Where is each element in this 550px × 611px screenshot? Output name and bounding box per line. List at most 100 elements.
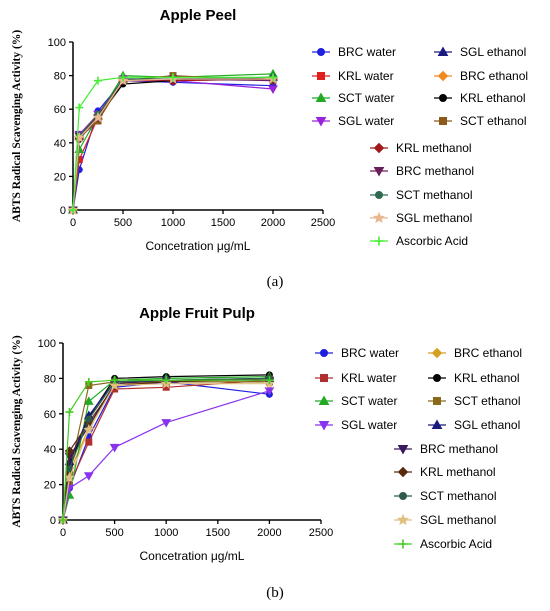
data-point	[269, 73, 277, 82]
series-ascorbic-acid	[59, 376, 274, 524]
legend: BRC water KRL water SCT water SGL water BRC …	[315, 346, 522, 551]
chart-title: Apple Peel	[160, 7, 237, 24]
legend-marker	[433, 397, 441, 405]
series-sgl-water	[58, 387, 275, 526]
series-krl-methanol	[58, 373, 275, 525]
series-krl-ethanol	[59, 371, 273, 524]
y-tick-label: 40	[44, 444, 56, 456]
series-sct-water	[58, 371, 275, 524]
legend-entry: SGL methanol	[370, 211, 472, 225]
series-line	[72, 76, 273, 211]
data-point	[83, 396, 94, 405]
series-line	[72, 78, 274, 211]
x-tick-label: 1000	[161, 217, 185, 229]
data-point	[69, 206, 77, 214]
legend-entry: KRL water	[315, 371, 397, 385]
legend-marker	[315, 117, 327, 127]
legend-label: SCT water	[338, 91, 394, 105]
y-tick-label: 20	[54, 171, 66, 183]
legend-label: KRL methanol	[420, 465, 496, 479]
legend-entry: SGL methanol	[394, 513, 496, 527]
data-point	[109, 379, 121, 391]
data-point	[65, 408, 74, 417]
data-point	[75, 103, 84, 112]
series-line	[62, 390, 270, 521]
x-tick-label: 500	[105, 527, 123, 539]
legend-label: SGL ethanol	[454, 418, 520, 432]
legend-marker	[320, 374, 328, 382]
series-line	[72, 78, 274, 211]
legend-label: SCT methanol	[396, 188, 472, 202]
x-tick-label: 0	[70, 217, 76, 229]
data-point	[161, 419, 172, 428]
legend-entry: KRL methanol	[370, 141, 472, 155]
panel-label: (b)	[266, 585, 284, 601]
legend-entry: KRL ethanol	[428, 371, 520, 385]
legend-marker	[373, 142, 385, 154]
series-brc-water	[59, 378, 273, 524]
series-krl-water	[69, 75, 277, 214]
y-axis-label: ABTS Radical Scavenging Activity (%)	[11, 30, 23, 222]
series-sct-methanol	[69, 73, 277, 214]
data-point	[65, 465, 73, 473]
data-point	[85, 438, 93, 446]
legend-marker	[320, 349, 328, 357]
legend-label: KRL water	[341, 371, 397, 385]
series-sgl-water	[68, 75, 278, 216]
series-line	[62, 377, 270, 521]
data-point	[84, 377, 93, 386]
x-tick-label: 1500	[211, 217, 235, 229]
legend-entry: BRC methanol	[370, 164, 474, 178]
data-point	[119, 73, 127, 82]
x-tick-label: 500	[114, 217, 132, 229]
series-line	[62, 381, 270, 521]
legend-label: BRC water	[341, 346, 399, 360]
legend-marker	[317, 72, 325, 80]
legend-label: BRC ethanol	[460, 69, 528, 83]
legend-marker	[437, 46, 449, 56]
x-tick-label: 2500	[311, 217, 335, 229]
legend-marker	[373, 211, 385, 224]
data-point	[59, 516, 67, 524]
legend-marker	[431, 347, 443, 359]
legend-entry: BRC water	[312, 45, 396, 59]
data-point	[268, 85, 278, 95]
legend-label: BRC water	[338, 45, 396, 59]
legend-label: SGL water	[341, 418, 397, 432]
legend-entry: KRL methanol	[394, 465, 496, 479]
series-brc-water	[69, 77, 277, 214]
legend-label: BRC methanol	[396, 164, 474, 178]
legend-label: KRL ethanol	[460, 91, 526, 105]
legend-marker	[433, 374, 441, 382]
legend-label: SCT ethanol	[460, 114, 527, 128]
data-point	[162, 376, 171, 385]
legend-entry: SCT water	[312, 91, 394, 105]
data-point	[109, 443, 120, 453]
x-tick-label: 2000	[257, 527, 281, 539]
series-sct-ethanol	[59, 378, 273, 524]
series-line	[72, 76, 274, 211]
series-line	[72, 78, 274, 211]
x-axis-label: Concetration μg/mL	[146, 239, 251, 253]
legend-marker	[397, 513, 409, 526]
legend-label: Ascorbic Acid	[420, 537, 492, 551]
series-line	[72, 79, 274, 211]
series-line	[72, 78, 273, 211]
legend-marker	[399, 492, 407, 500]
series-sgl-methanol	[67, 73, 279, 215]
y-tick-label: 100	[48, 37, 66, 49]
x-tick-label: 1000	[154, 527, 178, 539]
panel-label: (a)	[267, 274, 284, 290]
series-sgl-ethanol	[58, 373, 275, 524]
x-tick-label: 2000	[261, 217, 285, 229]
legend-entry: BRC methanol	[394, 442, 498, 456]
legend-label: SGL water	[338, 114, 394, 128]
series-line	[62, 377, 270, 521]
chart-title: Apple Fruit Pulp	[139, 305, 255, 322]
legend-label: KRL water	[338, 69, 394, 83]
chart-apple-peel: Apple Peel ABTS Radical Scavenging Activi…	[11, 7, 528, 290]
series-line	[62, 379, 270, 521]
legend-marker	[397, 466, 409, 478]
legend-marker	[318, 395, 330, 405]
series-sct-ethanol	[69, 72, 277, 214]
